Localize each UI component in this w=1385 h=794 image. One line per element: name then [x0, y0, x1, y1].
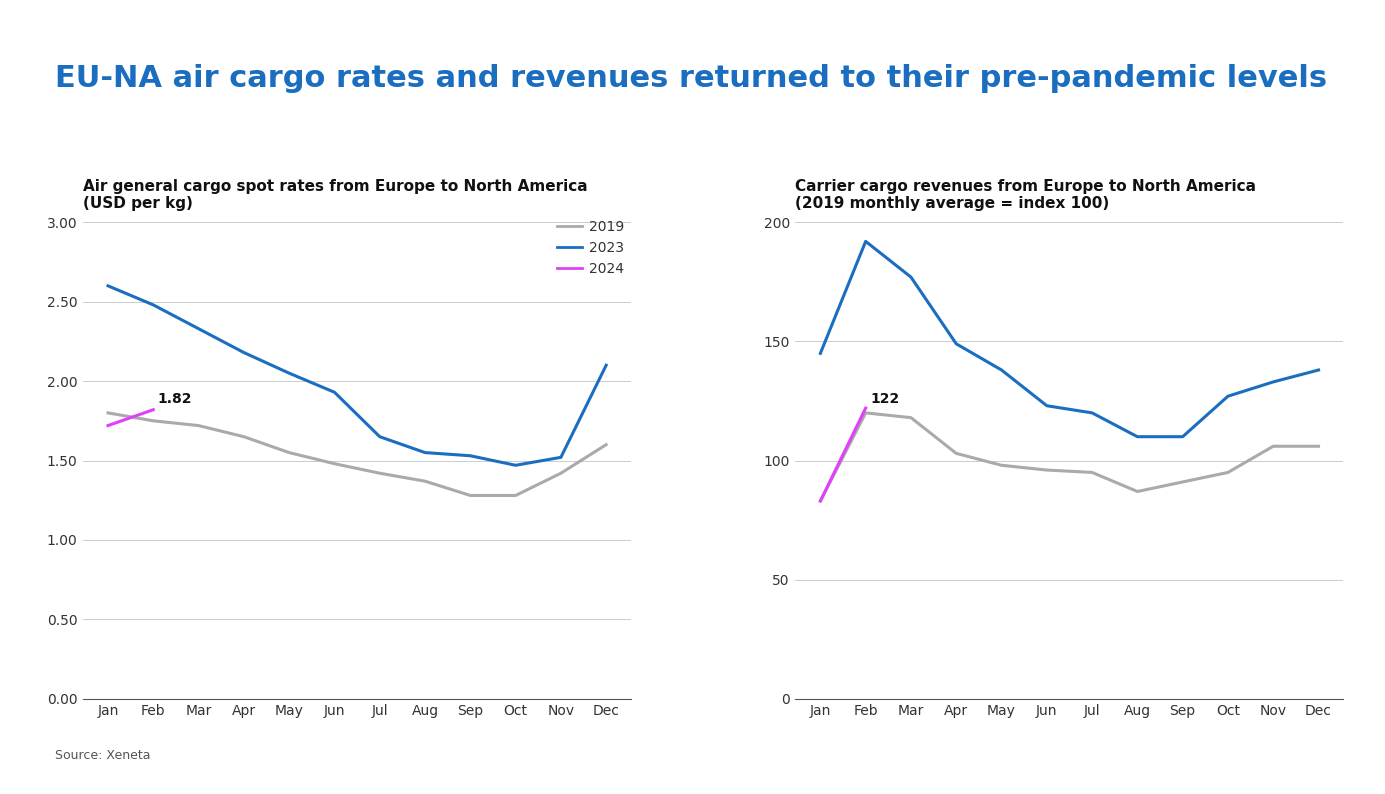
Text: Source: Xeneta: Source: Xeneta [55, 750, 151, 762]
Legend: 2019, 2023, 2024: 2019, 2023, 2024 [557, 220, 625, 276]
Text: Air general cargo spot rates from Europe to North America
(USD per kg): Air general cargo spot rates from Europe… [83, 179, 587, 211]
Text: EU-NA air cargo rates and revenues returned to their pre-pandemic levels: EU-NA air cargo rates and revenues retur… [55, 64, 1328, 93]
Text: 1.82: 1.82 [158, 391, 193, 406]
Text: 122: 122 [870, 391, 899, 406]
Text: Carrier cargo revenues from Europe to North America
(2019 monthly average = inde: Carrier cargo revenues from Europe to No… [795, 179, 1256, 211]
